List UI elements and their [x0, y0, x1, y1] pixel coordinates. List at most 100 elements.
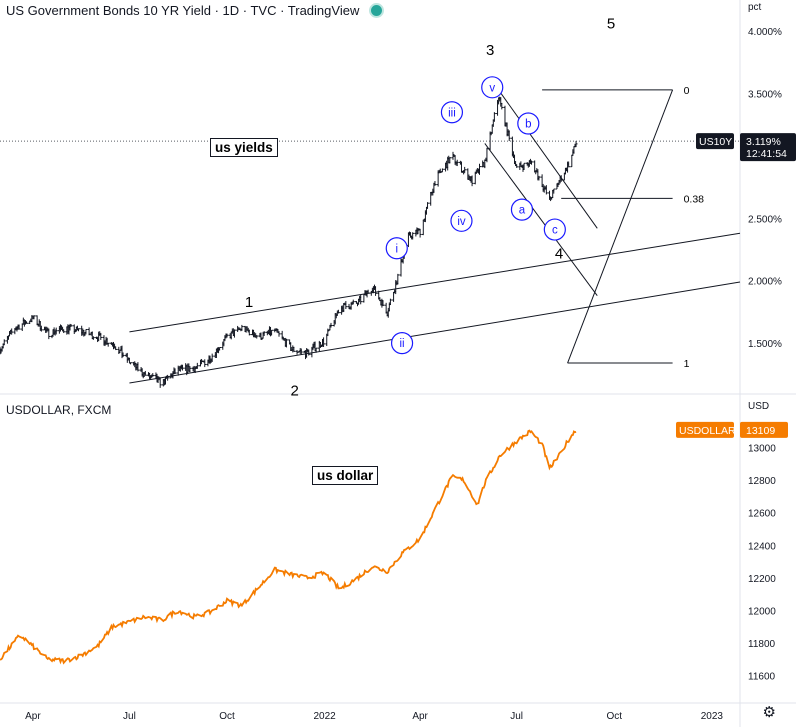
us-dollar-label: us dollar	[312, 466, 379, 485]
subwave-a-label: a	[510, 198, 534, 221]
subwave-iii-label: iii	[440, 101, 464, 124]
svg-text:b: b	[525, 119, 531, 131]
ohlc-bar	[270, 329, 274, 336]
channel-lower-line	[129, 281, 741, 384]
ohlc-bar	[470, 175, 474, 187]
yield-bars	[0, 96, 740, 388]
ohlc-bar	[136, 362, 140, 372]
ohlc-bar	[39, 325, 43, 332]
lower-price-tick: 11600	[748, 672, 776, 683]
ohlc-bar	[299, 348, 303, 356]
ohlc-bar	[567, 161, 571, 168]
ohlc-bar	[314, 347, 318, 353]
ohlc-bar	[284, 338, 288, 348]
us10y-name-tag: US10Y	[699, 136, 732, 148]
time-axis-label: 2022	[314, 711, 337, 722]
ohlc-bar	[10, 328, 14, 335]
usdollar-value-tag: 13109	[746, 425, 775, 437]
channel-upper-line	[129, 232, 741, 333]
correction-channel-upper	[491, 80, 598, 229]
fib-projection-line	[567, 89, 674, 364]
ohlc-bar	[307, 349, 311, 356]
time-axis-label: Jul	[510, 711, 523, 722]
ohlc-bar	[522, 162, 526, 170]
ohlc-bar	[121, 352, 125, 358]
ohlc-bar	[218, 346, 222, 351]
ohlc-bar	[151, 373, 155, 377]
price-axes: 4.000%3.500%3.000%2.500%2.000%1.500%1300…	[25, 27, 796, 722]
ohlc-bar	[421, 219, 425, 236]
ohlc-bar	[374, 286, 378, 296]
ohlc-bar	[570, 154, 574, 168]
upper-axis-unit: pct	[748, 2, 762, 13]
ohlc-bar	[232, 329, 236, 338]
svg-text:ii: ii	[400, 338, 405, 350]
ohlc-bar	[485, 147, 489, 163]
lower-pane-title: USDOLLAR, FXCM	[6, 403, 112, 417]
svg-text:v: v	[489, 82, 495, 94]
time-axis-label: Jul	[123, 711, 136, 722]
svg-text:c: c	[552, 225, 558, 237]
ohlc-bar	[574, 140, 578, 148]
ohlc-bar	[128, 362, 132, 365]
ohlc-bar	[84, 328, 88, 335]
ohlc-bar	[143, 370, 147, 376]
wave-number-label: 5	[607, 16, 615, 33]
ohlc-bar	[180, 364, 184, 371]
fib-level-label: 1	[684, 358, 690, 370]
ohlc-bar	[336, 309, 340, 314]
time-axis-label: Apr	[25, 711, 41, 722]
ohlc-bar	[158, 377, 162, 388]
subwave-c-label: c	[543, 218, 566, 241]
ohlc-bar	[106, 342, 110, 347]
subwave-ii-label: ii	[390, 331, 414, 355]
time-axis-label: Oct	[219, 711, 235, 722]
chart-title: US Government Bonds 10 YR Yield · 1D · T…	[6, 3, 360, 18]
upper-price-tick: 1.500%	[748, 339, 782, 350]
lower-price-tick: 12200	[748, 574, 776, 585]
ohlc-bar	[411, 232, 415, 240]
ohlc-bar	[262, 331, 266, 336]
ohlc-bar	[344, 301, 348, 310]
wave-drawings	[129, 80, 741, 384]
ohlc-bar	[396, 273, 400, 285]
ohlc-bar	[381, 300, 385, 307]
us-yields-label: us yields	[210, 138, 278, 157]
ohlc-bar	[448, 157, 452, 164]
ohlc-bar	[166, 374, 170, 381]
settings-gear-icon[interactable]: ⚙	[762, 704, 776, 721]
subwave-v-label: v	[481, 76, 504, 99]
time-axis-label: 2023	[701, 711, 724, 722]
lower-axis-unit[interactable]: USD	[748, 401, 770, 412]
ohlc-bar	[529, 160, 533, 165]
ohlc-bar	[418, 228, 422, 238]
lower-price-tick: 12800	[748, 476, 776, 487]
upper-price-tick: 3.500%	[748, 90, 782, 101]
ohlc-bar	[77, 328, 81, 332]
subwave-b-label: b	[517, 112, 540, 135]
lower-price-tick: 12400	[748, 541, 776, 552]
time-axis-label: Oct	[606, 711, 622, 722]
ohlc-bar	[492, 112, 496, 122]
ohlc-bar	[544, 185, 548, 195]
ohlc-bar	[507, 130, 511, 142]
ohlc-bar	[114, 346, 118, 351]
ohlc-bar	[537, 175, 541, 181]
ohlc-bar	[173, 368, 177, 375]
ohlc-bar	[455, 159, 459, 167]
ohlc-bar	[69, 324, 73, 327]
us10y-countdown-tag: 12:41:54	[746, 148, 787, 160]
ohlc-bar	[255, 335, 259, 339]
wave-number-label: 4	[555, 245, 563, 262]
chart-header[interactable]: US Government Bonds 10 YR Yield · 1D · T…	[6, 3, 385, 18]
svg-text:i: i	[395, 243, 398, 255]
fib-level-label: 0	[684, 85, 690, 97]
svg-text:a: a	[519, 205, 526, 217]
ohlc-bar	[351, 299, 355, 305]
lower-price-tick: 12600	[748, 509, 776, 520]
ohlc-bar	[17, 324, 21, 330]
ohlc-bar	[322, 337, 326, 348]
wave-number-label: 3	[486, 42, 494, 59]
